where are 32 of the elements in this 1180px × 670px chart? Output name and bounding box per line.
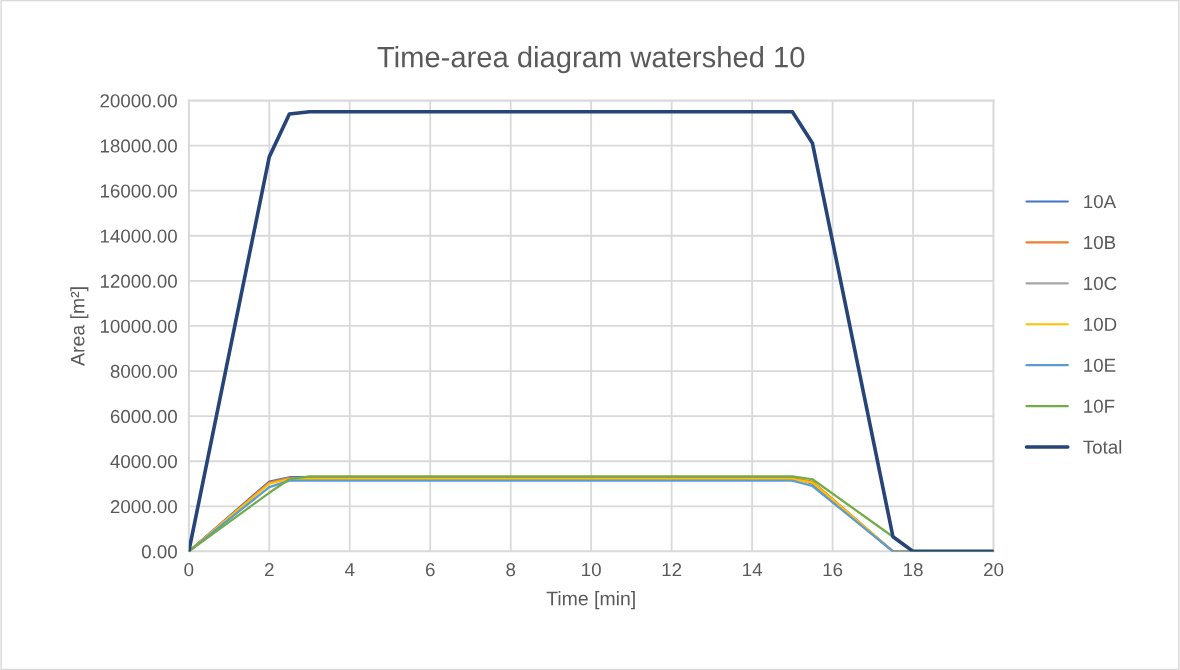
legend-label: 10C [1084, 276, 1117, 291]
legend-label: 10F [1084, 399, 1115, 413]
x-tick-label: 16 [823, 563, 843, 577]
legend-label: 10D [1084, 317, 1117, 331]
chart-title: Time-area diagram watershed 10 [377, 46, 805, 74]
x-tick-label: 4 [344, 563, 355, 577]
y-tick-label: 10000.00 [100, 319, 177, 333]
y-tick-label: 8000.00 [110, 364, 177, 379]
y-tick-label: 2000.00 [110, 500, 177, 514]
x-tick-label: 18 [904, 563, 923, 577]
y-tick-label: 20000.00 [100, 94, 177, 108]
y-tick-label: 6000.00 [110, 409, 177, 424]
y-tick-label: 4000.00 [110, 454, 177, 469]
x-tick-label: 2 [265, 563, 274, 577]
y-tick-label: 14000.00 [100, 229, 177, 243]
y-tick-label: 16000.00 [100, 184, 177, 198]
legend-label: Total [1083, 439, 1122, 454]
x-axis-title: Time [min] [546, 591, 635, 610]
y-tick-label: 0.00 [141, 545, 177, 559]
x-tick-label: 10 [582, 563, 601, 577]
y-tick-label: 12000.00 [100, 274, 177, 288]
legend-label: 10B [1084, 235, 1116, 250]
x-tick-label: 12 [662, 563, 682, 577]
x-tick-label: 6 [425, 563, 435, 577]
x-tick-label: 20 [984, 563, 1004, 577]
x-tick-label: 8 [506, 563, 516, 577]
legend-label: 10E [1084, 358, 1116, 372]
legend-label: 10A [1084, 194, 1117, 209]
y-tick-label: 18000.00 [100, 139, 177, 153]
x-tick-label: 0 [184, 563, 194, 577]
x-tick-label: 14 [743, 563, 763, 577]
y-axis-title: Area [m²] [70, 287, 89, 366]
